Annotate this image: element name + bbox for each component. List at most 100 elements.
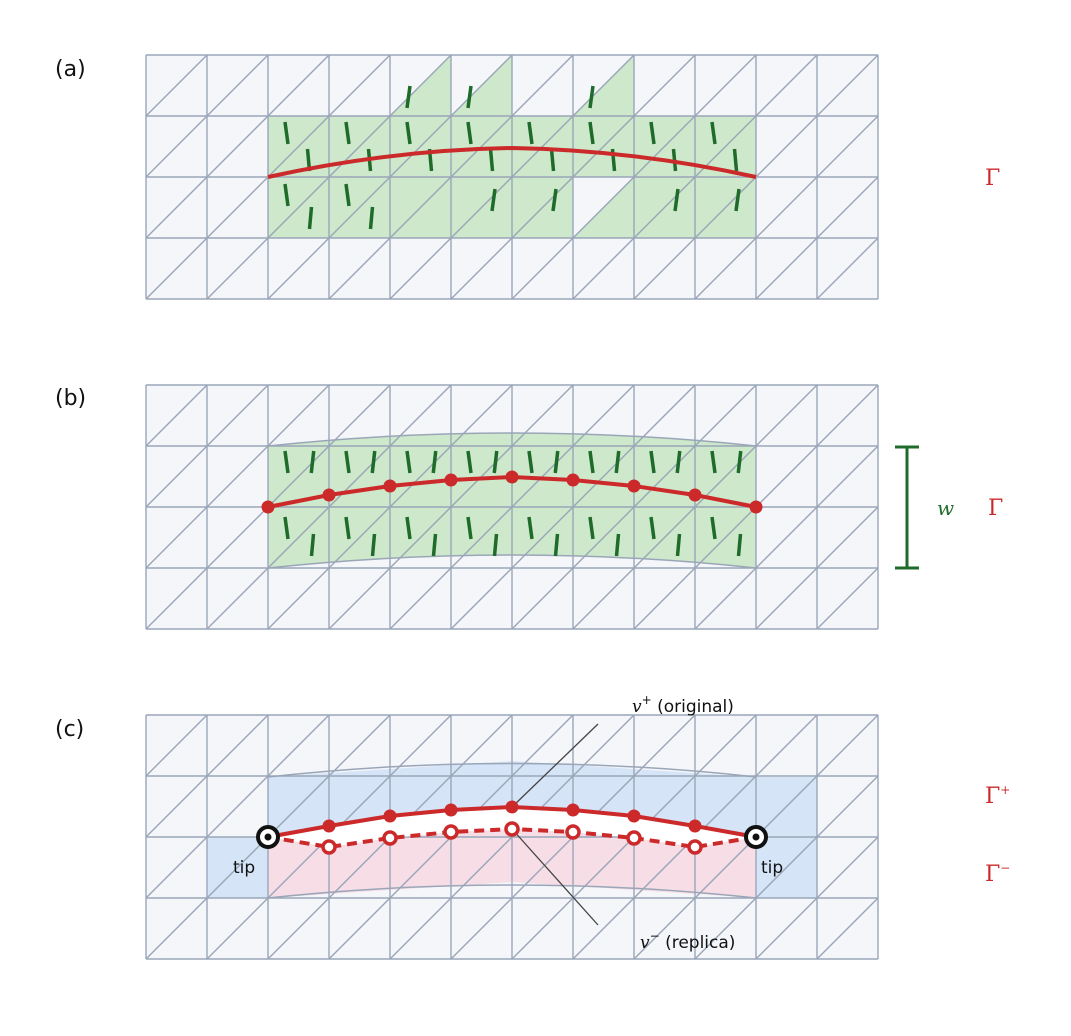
gamma-label: Γ xyxy=(985,166,1000,191)
damage-mark xyxy=(710,450,717,474)
original-node xyxy=(505,800,519,814)
mesh-edge xyxy=(389,897,452,960)
mesh-edge xyxy=(511,714,574,777)
width-label: w xyxy=(937,496,954,520)
crack-node xyxy=(749,500,763,514)
mesh-edge xyxy=(389,54,452,117)
mesh-edge xyxy=(816,384,879,447)
damage-mark xyxy=(649,516,656,540)
mesh-edge xyxy=(145,445,208,508)
mesh-edge xyxy=(816,54,879,117)
crack-node xyxy=(627,479,641,493)
mesh-edge xyxy=(816,176,879,239)
crack-nodes xyxy=(321,800,703,855)
mesh-edge xyxy=(816,115,879,178)
crack-node xyxy=(505,470,519,484)
damage-mark xyxy=(309,450,316,474)
mesh-edge xyxy=(572,714,635,777)
mesh-edge xyxy=(694,714,757,777)
damage-mark xyxy=(675,450,682,474)
damage-mark xyxy=(527,516,534,540)
damage-mark xyxy=(614,533,621,557)
mesh-edge xyxy=(816,775,879,838)
damage-mark xyxy=(736,533,743,557)
replica-node xyxy=(443,824,459,840)
mesh-edge xyxy=(755,384,818,447)
damage-mark xyxy=(405,450,412,474)
original-node xyxy=(688,819,702,833)
mesh-edge xyxy=(633,54,696,117)
replica-node xyxy=(626,830,642,846)
tip-label-left: tip xyxy=(233,858,255,878)
mesh-edge xyxy=(206,384,269,447)
damage-mark xyxy=(588,121,595,145)
mesh-mask xyxy=(146,960,880,966)
mesh-edge xyxy=(511,54,574,117)
crack-node xyxy=(444,473,458,487)
mesh-edge xyxy=(450,567,513,630)
damage-mark xyxy=(492,533,499,557)
original-label: v+ (original) xyxy=(632,693,734,717)
mesh-edge xyxy=(450,115,513,178)
panel-label-a: (a) xyxy=(55,57,86,82)
damage-mark xyxy=(614,450,621,474)
mesh-edge xyxy=(206,567,269,630)
damage-mark xyxy=(466,516,473,540)
damage-mark xyxy=(588,85,595,109)
damage-mark xyxy=(649,121,656,145)
leader-replica xyxy=(511,828,599,926)
damage-marks xyxy=(283,450,743,557)
replica-node xyxy=(321,839,337,855)
damage-mark xyxy=(405,121,412,145)
damage-mark xyxy=(649,450,656,474)
damage-mark xyxy=(405,85,412,109)
damage-mark xyxy=(370,533,377,557)
width-bracket xyxy=(895,445,919,570)
mesh-edge xyxy=(206,897,269,960)
replica-node xyxy=(504,821,520,837)
mesh-edge xyxy=(267,54,330,117)
crack-tip-left xyxy=(256,825,280,849)
damage-mark xyxy=(736,450,743,474)
mesh-edge xyxy=(755,445,818,508)
replica-node xyxy=(382,830,398,846)
replica-label: v− (replica) xyxy=(640,929,735,953)
mesh-edge xyxy=(389,176,452,239)
mesh-edge xyxy=(450,506,513,569)
mesh-edge xyxy=(511,237,574,300)
mesh-edge xyxy=(816,567,879,630)
mesh-edge xyxy=(694,836,757,899)
mesh-edge xyxy=(145,115,208,178)
mesh-edge xyxy=(633,445,696,508)
mesh-edge xyxy=(267,445,330,508)
mesh-edge xyxy=(694,54,757,117)
crack-tip-right xyxy=(744,825,768,849)
mesh-edge xyxy=(694,384,757,447)
crack-node xyxy=(566,473,580,487)
mesh-edge xyxy=(633,506,696,569)
damage-mark xyxy=(549,148,556,172)
mesh-edge xyxy=(755,567,818,630)
mesh-edge xyxy=(328,897,391,960)
mesh-edge xyxy=(755,115,818,178)
mesh-edge xyxy=(267,384,330,447)
damage-mark xyxy=(307,206,314,230)
damage-mark xyxy=(527,121,534,145)
mesh-edge xyxy=(328,445,391,508)
mesh-edge xyxy=(694,506,757,569)
damage-mark xyxy=(283,121,290,145)
mesh-edge xyxy=(450,237,513,300)
mesh-edge xyxy=(511,176,574,239)
panel-a: (a) Γ xyxy=(55,54,1000,300)
damage-marks xyxy=(283,85,741,230)
mesh-edge xyxy=(572,445,635,508)
mesh-edge xyxy=(572,237,635,300)
damage-mark xyxy=(431,533,438,557)
damage-mark xyxy=(710,121,717,145)
mesh-edge xyxy=(206,836,269,899)
damage-mark xyxy=(527,450,534,474)
mesh-edge xyxy=(206,176,269,239)
gamma-minus-label: Γ− xyxy=(985,861,1010,887)
mesh-edge xyxy=(633,567,696,630)
